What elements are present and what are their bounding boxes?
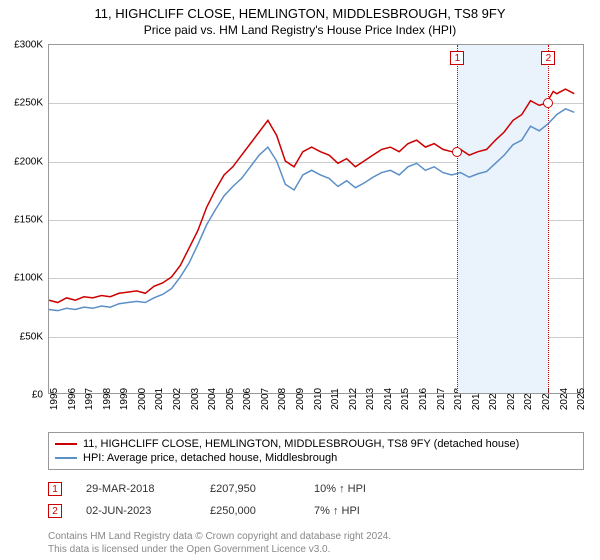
event-pct: 7% ↑ HPI [314,505,404,517]
legend-swatch [55,457,77,459]
y-axis-label: £100K [14,273,43,284]
legend-label: HPI: Average price, detached house, Midd… [83,452,337,464]
footer-line-1: Contains HM Land Registry data © Crown c… [48,530,584,543]
line-series-svg [49,45,583,393]
chart-title: 11, HIGHCLIFF CLOSE, HEMLINGTON, MIDDLES… [0,0,600,21]
chart-area: £0£50K£100K£150K£200K£250K£300K199519961… [48,44,584,394]
series-line [49,89,574,302]
plot-region: £0£50K£100K£150K£200K£250K£300K199519961… [48,44,584,394]
event-row: 2 02-JUN-2023 £250,000 7% ↑ HPI [48,500,584,522]
y-axis-label: £50K [20,331,43,342]
series-line [49,109,574,311]
y-axis-label: £300K [14,40,43,51]
event-number-box: 1 [48,482,62,496]
event-price: £207,950 [210,483,290,495]
sale-marker-dot [543,98,553,108]
y-axis-label: £200K [14,156,43,167]
legend-item: 11, HIGHCLIFF CLOSE, HEMLINGTON, MIDDLES… [55,437,577,451]
legend: 11, HIGHCLIFF CLOSE, HEMLINGTON, MIDDLES… [48,432,584,470]
event-pct: 10% ↑ HPI [314,483,404,495]
event-date: 02-JUN-2023 [86,505,186,517]
y-axis-label: £150K [14,215,43,226]
legend-swatch [55,443,77,445]
event-date: 29-MAR-2018 [86,483,186,495]
event-row: 1 29-MAR-2018 £207,950 10% ↑ HPI [48,478,584,500]
chart-subtitle: Price paid vs. HM Land Registry's House … [0,21,600,41]
legend-label: 11, HIGHCLIFF CLOSE, HEMLINGTON, MIDDLES… [83,438,519,450]
footer-attribution: Contains HM Land Registry data © Crown c… [48,530,584,556]
y-axis-label: £0 [32,390,43,401]
events-table: 1 29-MAR-2018 £207,950 10% ↑ HPI 2 02-JUN-202… [48,478,584,522]
y-axis-label: £250K [14,98,43,109]
footer-line-2: This data is licensed under the Open Gov… [48,543,584,556]
sale-marker-dot [452,147,462,157]
event-price: £250,000 [210,505,290,517]
event-number-box: 2 [48,504,62,518]
legend-item: HPI: Average price, detached house, Midd… [55,451,577,465]
